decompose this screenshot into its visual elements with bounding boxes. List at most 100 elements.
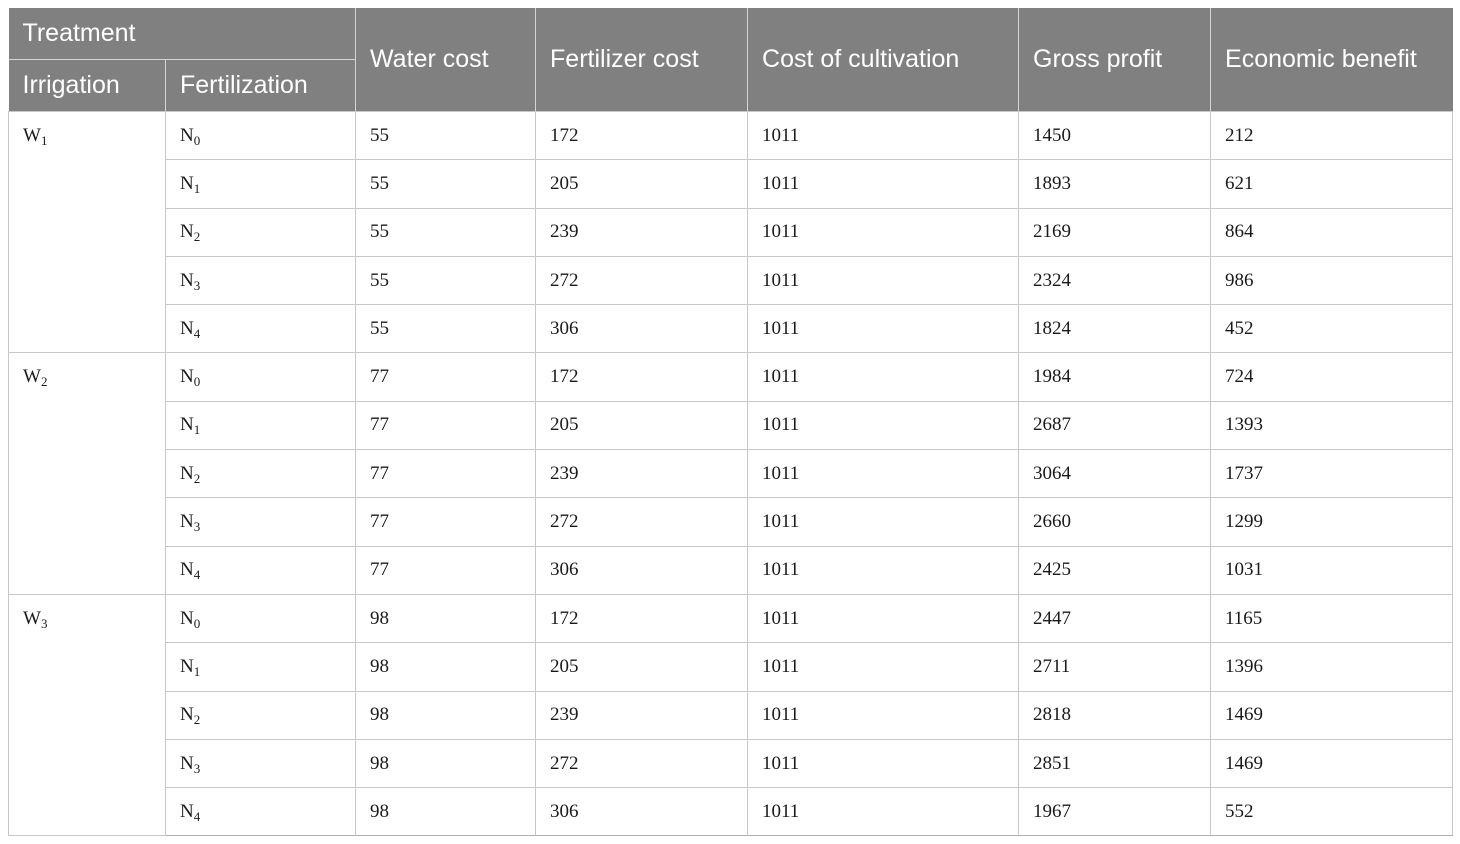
cell-irrigation: W2 — [8, 352, 166, 595]
economic-benefit-table: Treatment Water cost Fertilizer cost Cos… — [8, 8, 1454, 837]
cell-cost-of-cultivation: 1011 — [747, 787, 1020, 837]
cell-economic-benefit: 1396 — [1210, 642, 1454, 692]
fertilization-subscript: 0 — [193, 374, 201, 390]
cell-gross-profit: 2818 — [1018, 690, 1212, 740]
cell-fertilizer-cost: 172 — [535, 593, 749, 644]
cell-economic-benefit: 986 — [1210, 255, 1454, 306]
cell-economic-benefit: 1031 — [1210, 545, 1454, 595]
table-row: W2 N0 77 172 1011 1984 724 — [8, 352, 1454, 595]
table-row: W1 N0 55 172 1011 1450 212 — [8, 110, 1454, 354]
cell-gross-profit: 2447 — [1018, 593, 1212, 644]
table-row: N4 55 306 1011 1824 452 — [9, 304, 1454, 354]
table-row: N2 77 239 1011 3064 1737 — [9, 449, 1454, 499]
cell-fertilizer-cost: 239 — [535, 449, 749, 499]
cell-economic-benefit: 864 — [1210, 207, 1454, 257]
cell-cost-of-cultivation: 1011 — [747, 449, 1020, 499]
table-body: W1 N0 55 172 1011 1450 212 N1 55 205 1011 1893 621 N2… — [8, 110, 1454, 837]
cell-fertilization: N3 — [164, 497, 357, 547]
cell-fertilization: N1 — [164, 400, 357, 451]
table-row: N3 98 272 1011 2851 1469 — [9, 738, 1454, 789]
table-header: Treatment Water cost Fertilizer cost Cos… — [8, 8, 1453, 112]
cell-gross-profit: 2660 — [1018, 497, 1212, 547]
fertilization-label: N — [180, 704, 194, 726]
cell-fertilizer-cost: 172 — [535, 352, 749, 402]
cell-water-cost: 55 — [355, 207, 537, 257]
table-row: N3 77 272 1011 2660 1299 — [9, 497, 1454, 547]
fertilization-subscript: 1 — [193, 180, 201, 196]
table-row: N1 77 205 1011 2687 1393 — [9, 400, 1454, 451]
table-row: W3 N0 98 172 1011 2447 1165 — [8, 593, 1454, 837]
cell-gross-profit: 1893 — [1018, 159, 1212, 209]
cell-fertilizer-cost: 306 — [535, 787, 749, 837]
cell-cost-of-cultivation: 1011 — [747, 497, 1020, 547]
table-row: N4 77 306 1011 2425 1031 — [9, 545, 1454, 595]
cell-gross-profit: 2687 — [1018, 400, 1212, 451]
cell-water-cost: 98 — [355, 690, 537, 740]
fertilization-label: N — [180, 221, 194, 243]
fertilization-subscript: 3 — [193, 277, 201, 293]
cell-fertilizer-cost: 272 — [535, 497, 749, 547]
fertilization-label: N — [180, 414, 194, 436]
cell-gross-profit: 2169 — [1018, 207, 1212, 257]
cell-cost-of-cultivation: 1011 — [747, 400, 1020, 451]
table-row: N3 55 272 1011 2324 986 — [9, 255, 1454, 306]
cell-irrigation: W3 — [8, 593, 166, 837]
cell-fertilization: N4 — [164, 304, 357, 354]
cell-economic-benefit: 1299 — [1210, 497, 1454, 547]
cell-fertilization: N2 — [164, 207, 357, 257]
cell-gross-profit: 1984 — [1018, 352, 1212, 402]
cell-fertilization: N3 — [164, 738, 357, 789]
cell-fertilization: N1 — [164, 159, 357, 209]
cell-fertilizer-cost: 306 — [535, 304, 749, 354]
cell-economic-benefit: 1737 — [1210, 449, 1454, 499]
header-treatment: Treatment — [8, 8, 356, 60]
cell-cost-of-cultivation: 1011 — [747, 738, 1020, 789]
header-gross-profit: Gross profit — [1018, 8, 1211, 112]
cell-fertilizer-cost: 205 — [535, 400, 749, 451]
cell-fertilizer-cost: 172 — [535, 110, 749, 161]
fertilization-subscript: 2 — [193, 229, 201, 245]
cell-fertilization: N1 — [164, 642, 357, 692]
fertilization-subscript: 4 — [193, 808, 201, 824]
irrigation-subscript: 1 — [40, 133, 48, 148]
fertilization-label: N — [180, 559, 194, 581]
cell-economic-benefit: 1165 — [1210, 593, 1454, 644]
cell-water-cost: 98 — [355, 593, 537, 644]
cell-water-cost: 77 — [355, 545, 537, 595]
table-row: N2 55 239 1011 2169 864 — [9, 207, 1454, 257]
header-fertilization: Fertilization — [164, 59, 356, 112]
irrigation-subscript: 3 — [40, 615, 48, 631]
cell-water-cost: 55 — [355, 255, 537, 306]
fertilization-label: N — [180, 124, 194, 146]
cell-water-cost: 98 — [355, 787, 537, 837]
fertilization-label: N — [180, 752, 194, 774]
table-row: N2 98 239 1011 2818 1469 — [9, 690, 1454, 740]
cell-water-cost: 98 — [355, 642, 537, 692]
cell-economic-benefit: 1393 — [1210, 400, 1454, 451]
table-row: N1 98 205 1011 2711 1396 — [9, 642, 1454, 692]
cell-water-cost: 77 — [355, 449, 537, 499]
fertilization-subscript: 1 — [193, 663, 201, 679]
cell-water-cost: 55 — [355, 159, 537, 209]
cell-cost-of-cultivation: 1011 — [747, 642, 1020, 692]
cell-gross-profit: 2324 — [1018, 255, 1212, 306]
cell-water-cost: 98 — [355, 738, 537, 789]
fertilization-subscript: 0 — [193, 615, 201, 631]
cell-fertilizer-cost: 239 — [535, 207, 749, 257]
cell-fertilizer-cost: 272 — [535, 738, 749, 789]
header-irrigation: Irrigation — [8, 59, 166, 112]
header-fertilizer-cost: Fertilizer cost — [535, 8, 748, 112]
cell-economic-benefit: 552 — [1210, 787, 1454, 837]
cell-fertilization: N2 — [164, 690, 357, 740]
fertilization-subscript: 4 — [193, 567, 201, 583]
cell-gross-profit: 2851 — [1018, 738, 1212, 789]
cell-water-cost: 55 — [355, 304, 537, 354]
cell-fertilizer-cost: 239 — [535, 690, 749, 740]
cell-fertilization: N0 — [164, 110, 357, 161]
table-container: Treatment Water cost Fertilizer cost Cos… — [8, 8, 1454, 837]
cell-economic-benefit: 1469 — [1210, 690, 1454, 740]
header-cost-of-cultivation: Cost of cultivation — [747, 8, 1019, 112]
cell-economic-benefit: 452 — [1210, 304, 1454, 354]
cell-gross-profit: 1967 — [1018, 787, 1212, 837]
cell-gross-profit: 3064 — [1018, 449, 1212, 499]
